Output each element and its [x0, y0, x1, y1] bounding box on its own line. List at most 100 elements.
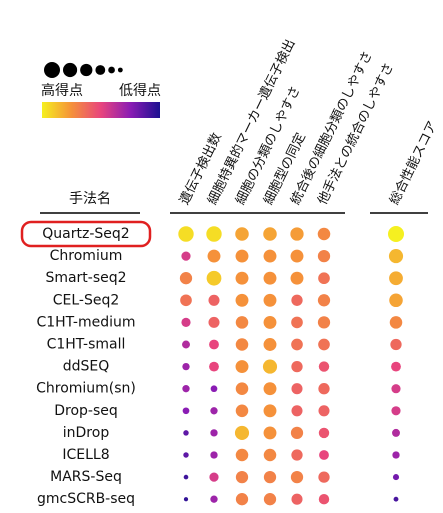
- row-label: inDrop: [63, 425, 110, 441]
- score-dot: [235, 448, 249, 462]
- score-dot: [263, 382, 277, 396]
- score-dot: [235, 271, 249, 285]
- score-dot: [291, 294, 303, 306]
- score-dot: [317, 316, 331, 329]
- score-dot: [318, 471, 330, 483]
- score-dot: [183, 452, 189, 458]
- score-dot: [210, 429, 218, 437]
- score-dot: [235, 382, 249, 395]
- score-dot: [235, 227, 249, 241]
- score-dot: [210, 451, 218, 459]
- row-label: Chromium(sn): [36, 381, 136, 397]
- row-label: Chromium: [50, 248, 123, 264]
- score-dot: [235, 338, 249, 351]
- score-dot: [263, 271, 277, 285]
- score-dot: [290, 249, 304, 263]
- score-dot: [389, 271, 403, 286]
- score-dot: [235, 470, 249, 484]
- row-label: Quartz-Seq2: [42, 226, 129, 242]
- score-dot: [318, 361, 330, 372]
- score-dot: [182, 362, 190, 371]
- column-label: 総合性能スコア: [387, 119, 440, 207]
- score-dot: [291, 360, 303, 373]
- score-dot: [209, 339, 219, 350]
- score-dot: [389, 316, 403, 329]
- score-dot: [263, 470, 277, 484]
- row-header: 手法名: [69, 191, 111, 207]
- score-dot: [318, 427, 330, 439]
- score-dot: [183, 497, 189, 502]
- legend-dot: [108, 66, 115, 74]
- score-dot: [210, 385, 218, 393]
- score-dot: [388, 249, 404, 264]
- score-dot: [180, 294, 192, 307]
- score-dot: [317, 294, 331, 307]
- legend-dot: [44, 62, 60, 78]
- score-dot: [263, 293, 277, 307]
- score-dot: [209, 361, 219, 372]
- score-dot: [263, 426, 277, 440]
- score-dot: [182, 407, 190, 415]
- legend-high: 高得点: [41, 82, 83, 99]
- score-dot: [291, 383, 303, 395]
- colorbar: [42, 102, 160, 118]
- score-dot: [291, 405, 303, 417]
- score-dot: [234, 425, 250, 440]
- score-dot: [262, 359, 278, 374]
- score-dot: [290, 271, 304, 285]
- score-dot: [291, 449, 303, 461]
- score-dot: [392, 428, 400, 437]
- score-dot: [235, 404, 249, 418]
- row-label: ICELL8: [62, 447, 109, 463]
- score-dot: [393, 496, 399, 502]
- score-dot: [317, 227, 331, 241]
- score-dot: [391, 406, 401, 416]
- row-label: CEL-Seq2: [53, 292, 120, 308]
- score-dot: [290, 426, 304, 440]
- score-dot: [210, 407, 218, 415]
- score-dot: [392, 474, 400, 481]
- score-dot: [317, 249, 331, 263]
- score-dot: [318, 338, 330, 351]
- score-dot: [318, 493, 330, 505]
- row-label: Smart-seq2: [45, 270, 126, 286]
- score-dot: [209, 472, 219, 482]
- score-dot: [263, 493, 277, 506]
- legend-dot: [95, 65, 106, 75]
- score-dot: [208, 294, 220, 306]
- highlight-box: [20, 220, 152, 248]
- score-dot: [235, 316, 249, 329]
- score-dot: [182, 340, 190, 349]
- score-dot: [181, 317, 191, 327]
- score-dot: [235, 493, 249, 506]
- score-dot: [208, 316, 220, 328]
- score-dot: [388, 226, 404, 242]
- score-dot: [182, 385, 190, 393]
- score-dot: [291, 338, 303, 351]
- score-dot: [181, 251, 191, 261]
- score-dot: [263, 249, 277, 263]
- score-dot: [178, 226, 194, 242]
- row-label: MARS-Seq: [50, 469, 122, 485]
- score-dot: [210, 495, 218, 503]
- legend-dot: [63, 62, 78, 78]
- score-dot: [263, 315, 277, 329]
- score-dot: [290, 227, 304, 241]
- legend-dot: [80, 63, 93, 77]
- score-dot: [391, 361, 401, 372]
- score-dot: [235, 293, 249, 307]
- score-dot: [235, 360, 249, 374]
- row-label: ddSEQ: [63, 359, 110, 375]
- score-dot: [390, 338, 402, 351]
- legend-dot: [117, 67, 123, 73]
- score-dot: [263, 227, 277, 241]
- row-label: Drop-seq: [54, 403, 118, 419]
- score-dot: [263, 404, 277, 418]
- score-dot: [389, 293, 403, 308]
- score-dot: [319, 450, 329, 460]
- score-dot: [290, 470, 304, 484]
- score-dot: [207, 249, 221, 263]
- score-dot: [183, 474, 189, 480]
- score-dot: [263, 338, 277, 351]
